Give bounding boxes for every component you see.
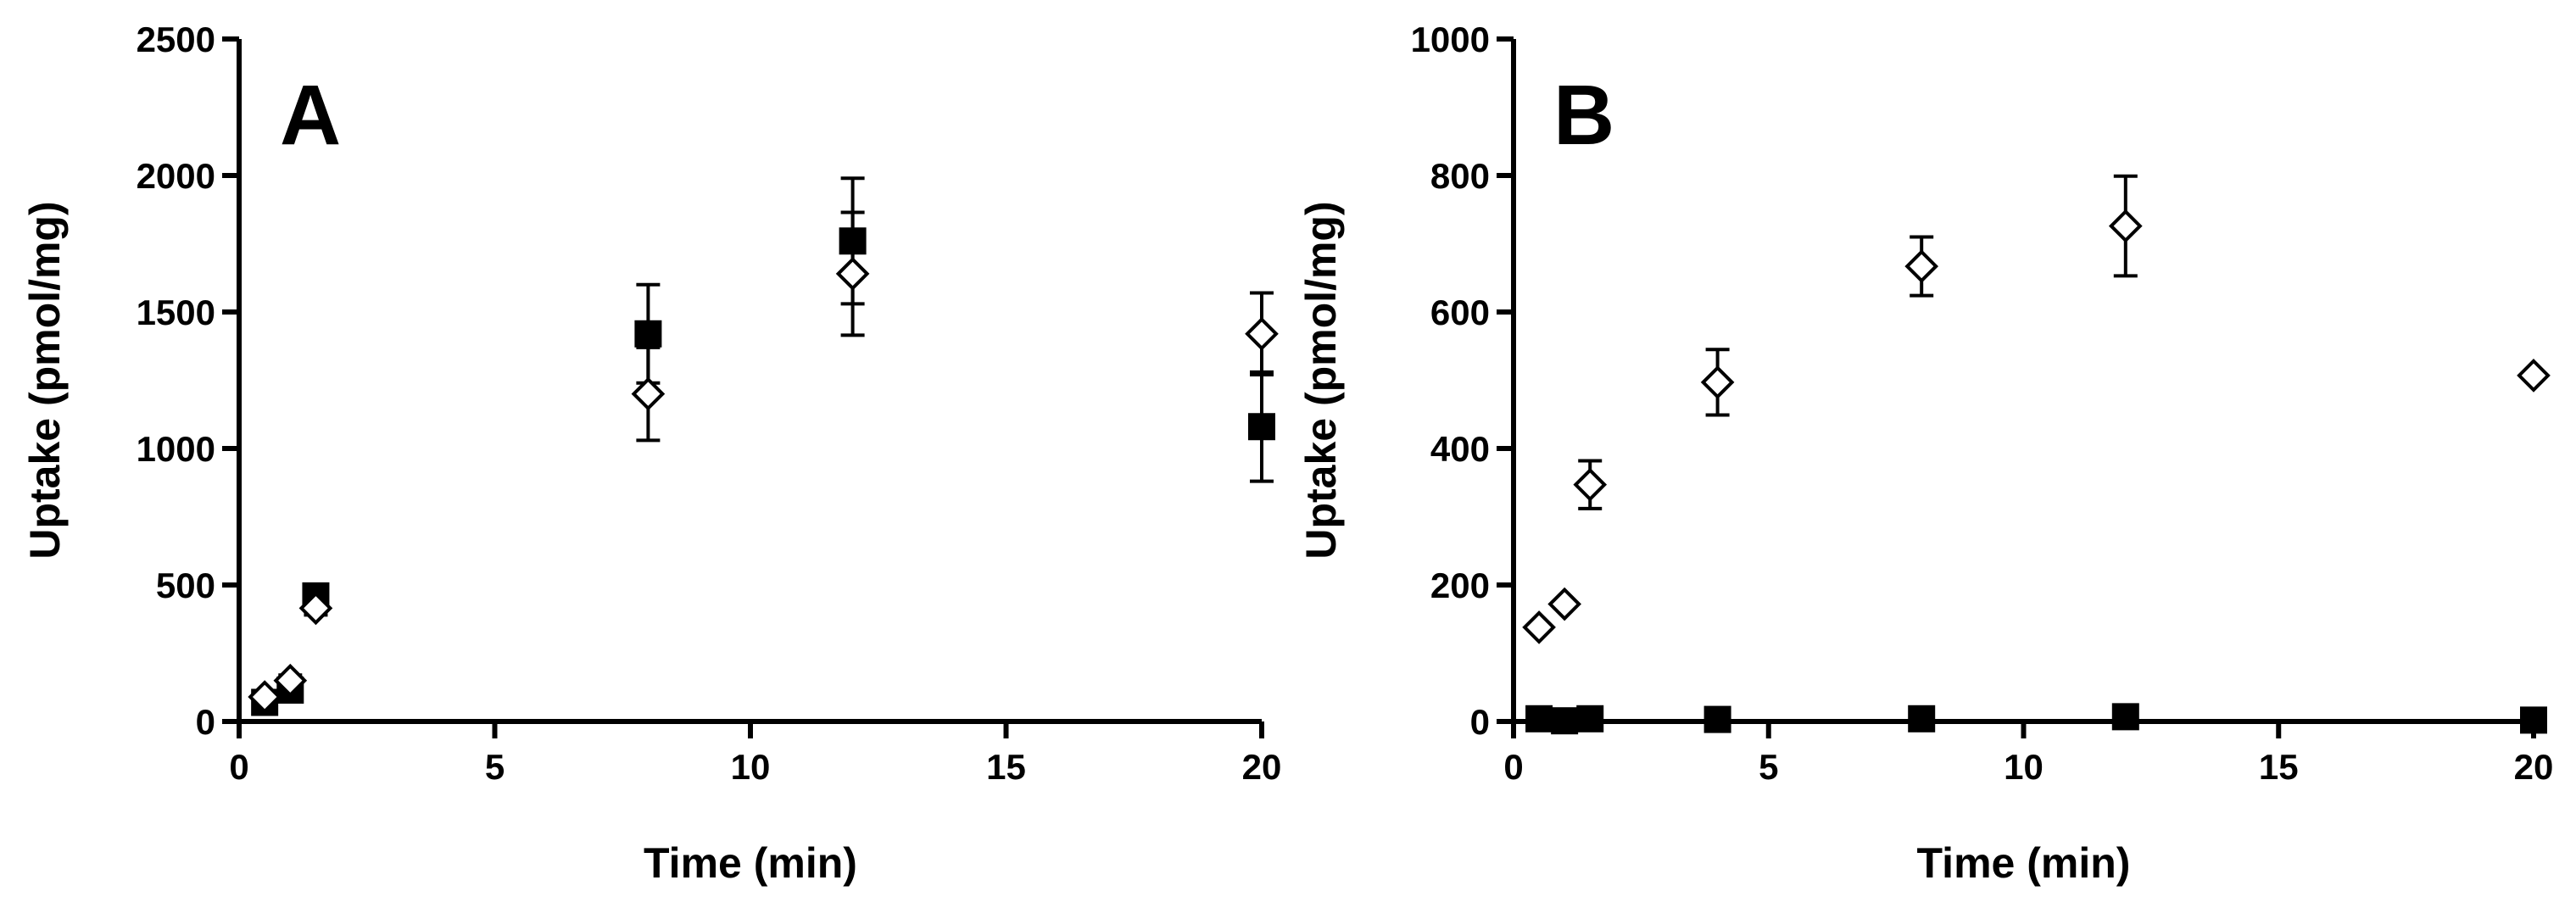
- y-axis-title: Uptake (pmol/mg): [21, 201, 69, 559]
- data-point-diamond: [1245, 316, 1279, 351]
- chart-panel-a: 0 500 1000 1500 2000 2500 0 5 10 15 20 Time (min) Up…: [21, 19, 1281, 887]
- data-point-diamond: [1522, 610, 1556, 644]
- x-tick-label: 0: [1503, 747, 1523, 787]
- data-point-diamond: [1573, 467, 1608, 502]
- data-point-square: [1908, 705, 1936, 733]
- data-point-square: [1525, 705, 1553, 733]
- data-point-square: [634, 320, 662, 348]
- y-tick-label: 2000: [137, 156, 215, 196]
- data-point-diamond: [2108, 209, 2143, 243]
- x-axis-title: Time (min): [644, 839, 857, 887]
- y-axis-title: Uptake (pmol/mg): [1297, 201, 1345, 559]
- data-point-square: [1576, 705, 1604, 733]
- x-tick-label: 20: [2514, 747, 2554, 787]
- data-point-diamond: [835, 257, 870, 291]
- y-tick-label: 0: [196, 702, 215, 742]
- data-point-diamond: [273, 663, 308, 698]
- x-axis-title: Time (min): [1917, 839, 2131, 887]
- data-point-square: [839, 227, 867, 255]
- x-tick-label: 0: [229, 747, 248, 787]
- panel-label: A: [280, 68, 341, 163]
- data-point-square: [1248, 413, 1275, 441]
- x-tick-label: 15: [986, 747, 1026, 787]
- x-tick-label: 15: [2259, 747, 2299, 787]
- data-point-square: [1703, 705, 1731, 733]
- y-tick-label: 1500: [137, 292, 215, 332]
- y-tick-label: 200: [1430, 565, 1490, 605]
- y-tick-label: 800: [1430, 156, 1490, 196]
- chart-panel-b: 0 200 400 600 800 1000 0 5 10 15 20 Time (min) Uptak…: [1297, 19, 2553, 887]
- y-tick-label: 400: [1430, 429, 1490, 469]
- x-tick-label: 5: [485, 747, 505, 787]
- data-point-square: [1551, 707, 1579, 735]
- data-point-diamond: [1904, 249, 1939, 283]
- data-point-diamond: [1700, 365, 1735, 399]
- x-tick-label: 10: [731, 747, 771, 787]
- data-point-diamond: [1547, 587, 1581, 621]
- data-point-diamond: [298, 591, 333, 626]
- data-point-diamond: [248, 680, 282, 714]
- y-tick-label: 2500: [137, 19, 215, 59]
- y-tick-label: 1000: [137, 429, 215, 469]
- x-tick-label: 10: [2004, 747, 2044, 787]
- data-point-diamond: [2517, 359, 2551, 393]
- data-point-square: [2111, 703, 2139, 731]
- panel-label: B: [1553, 68, 1614, 163]
- y-tick-label: 1000: [1411, 19, 1490, 59]
- y-tick-label: 600: [1430, 292, 1490, 332]
- data-point-square: [2520, 706, 2547, 734]
- data-point-diamond: [631, 376, 666, 411]
- x-tick-label: 20: [1242, 747, 1282, 787]
- y-tick-label: 0: [1470, 702, 1490, 742]
- x-tick-label: 5: [1759, 747, 1778, 787]
- y-tick-label: 500: [156, 565, 215, 605]
